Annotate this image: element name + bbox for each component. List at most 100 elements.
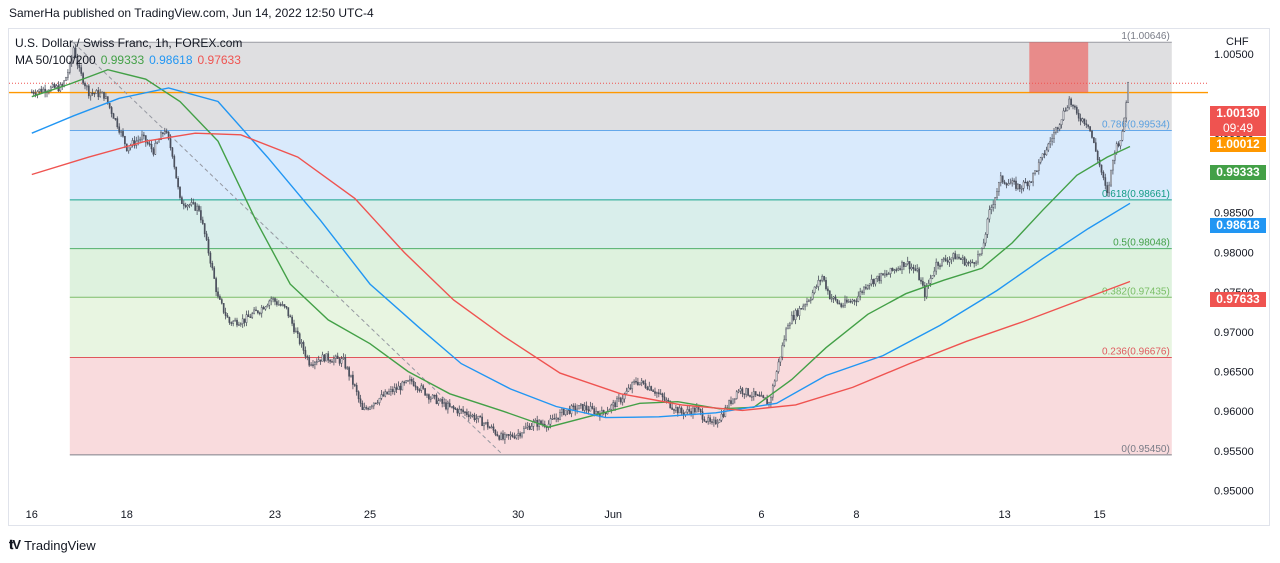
x-tick-label: Jun xyxy=(604,509,622,521)
candle-body xyxy=(714,419,717,425)
candle-body xyxy=(367,408,369,410)
candle-body xyxy=(369,406,371,410)
candle-body xyxy=(460,408,463,411)
candle-body xyxy=(507,434,510,436)
candle-body xyxy=(1028,181,1031,187)
candle-body xyxy=(652,390,654,392)
candle-body xyxy=(203,223,206,235)
candle-body xyxy=(773,380,776,387)
candle-body xyxy=(198,205,200,211)
candle-body xyxy=(770,396,772,403)
candle-body xyxy=(65,77,67,82)
candle-body xyxy=(798,308,801,316)
candle-body xyxy=(1022,181,1025,189)
candle-body xyxy=(825,280,827,290)
candle-body xyxy=(490,426,493,429)
candle-body xyxy=(412,381,415,387)
candle-body xyxy=(260,307,263,314)
candle-body xyxy=(315,361,318,363)
candle-body xyxy=(194,202,197,211)
candle-body xyxy=(1017,184,1019,189)
footer-brand[interactable]: 𝐭V TradingView xyxy=(9,537,96,553)
candle-body xyxy=(1113,152,1116,161)
candle-body xyxy=(359,398,362,404)
candle-body xyxy=(737,390,740,393)
candle-body xyxy=(365,407,368,409)
candle-body xyxy=(188,204,191,207)
candle-body xyxy=(68,62,71,73)
candle-body xyxy=(1075,107,1078,114)
candle-body xyxy=(800,308,803,310)
candle-body xyxy=(648,386,651,390)
candle-body xyxy=(494,429,497,435)
candle-body xyxy=(790,314,793,325)
candle-body xyxy=(200,210,202,221)
candle-body xyxy=(954,253,957,260)
candle-body xyxy=(901,261,903,270)
candle-body xyxy=(40,88,43,93)
candle-body xyxy=(859,291,862,297)
candle-body xyxy=(378,398,381,403)
candle-body xyxy=(407,380,409,382)
candle-body xyxy=(942,258,945,260)
candle-body xyxy=(1110,169,1112,186)
candle-body xyxy=(572,405,575,408)
candle-body xyxy=(1055,127,1057,133)
candle-body xyxy=(540,420,542,425)
candle-body xyxy=(186,204,189,208)
y-tick-label: 0.97000 xyxy=(1214,327,1254,339)
fib-label: 0.786(0.99534) xyxy=(1102,120,1170,131)
candle-body xyxy=(321,354,324,362)
x-tick-label: 15 xyxy=(1093,509,1105,521)
candle-body xyxy=(971,261,974,264)
candle-body xyxy=(182,203,185,206)
publisher-line: SamerHa published on TradingView.com, Ju… xyxy=(9,6,374,20)
candle-body xyxy=(616,398,618,407)
candle-body xyxy=(264,306,267,310)
candle-body xyxy=(870,279,873,285)
candle-body xyxy=(334,355,337,359)
candle-body xyxy=(990,207,993,210)
candle-body xyxy=(880,273,882,282)
candle-body xyxy=(232,320,235,324)
candle-body xyxy=(849,300,852,303)
candle-body xyxy=(391,389,394,392)
candle-body xyxy=(963,257,966,266)
candle-body xyxy=(80,67,83,74)
candle-body xyxy=(1093,137,1095,143)
candle-body xyxy=(1087,124,1090,127)
candle-body xyxy=(929,278,932,284)
candle-body xyxy=(1003,181,1006,184)
candle-body xyxy=(144,135,147,143)
candle-body xyxy=(650,386,653,391)
candle-body xyxy=(889,267,892,274)
candle-body xyxy=(515,435,518,439)
candle-body xyxy=(241,318,244,325)
candle-body xyxy=(249,316,252,319)
candle-body xyxy=(1007,183,1010,186)
candle-body xyxy=(238,324,240,326)
candle-body xyxy=(409,379,411,381)
candle-body xyxy=(374,402,377,405)
candle-body xyxy=(410,379,413,382)
y-tick-label: 0.98500 xyxy=(1214,208,1254,220)
candle-body xyxy=(118,126,121,133)
candle-body xyxy=(388,391,390,395)
candle-body xyxy=(492,426,495,431)
candle-body xyxy=(614,402,616,407)
candle-body xyxy=(656,392,658,394)
candle-body xyxy=(447,403,449,410)
candle-body xyxy=(958,256,960,259)
fib-band xyxy=(69,42,1172,131)
candle-body xyxy=(454,408,457,410)
candle-body xyxy=(673,409,675,411)
candle-body xyxy=(918,268,920,281)
candle-body xyxy=(967,262,970,264)
candle-body xyxy=(922,281,924,286)
candle-body xyxy=(296,330,299,334)
candle-body xyxy=(86,85,88,88)
candle-body xyxy=(105,96,107,99)
candle-body xyxy=(253,309,255,314)
candle-body xyxy=(899,268,901,270)
